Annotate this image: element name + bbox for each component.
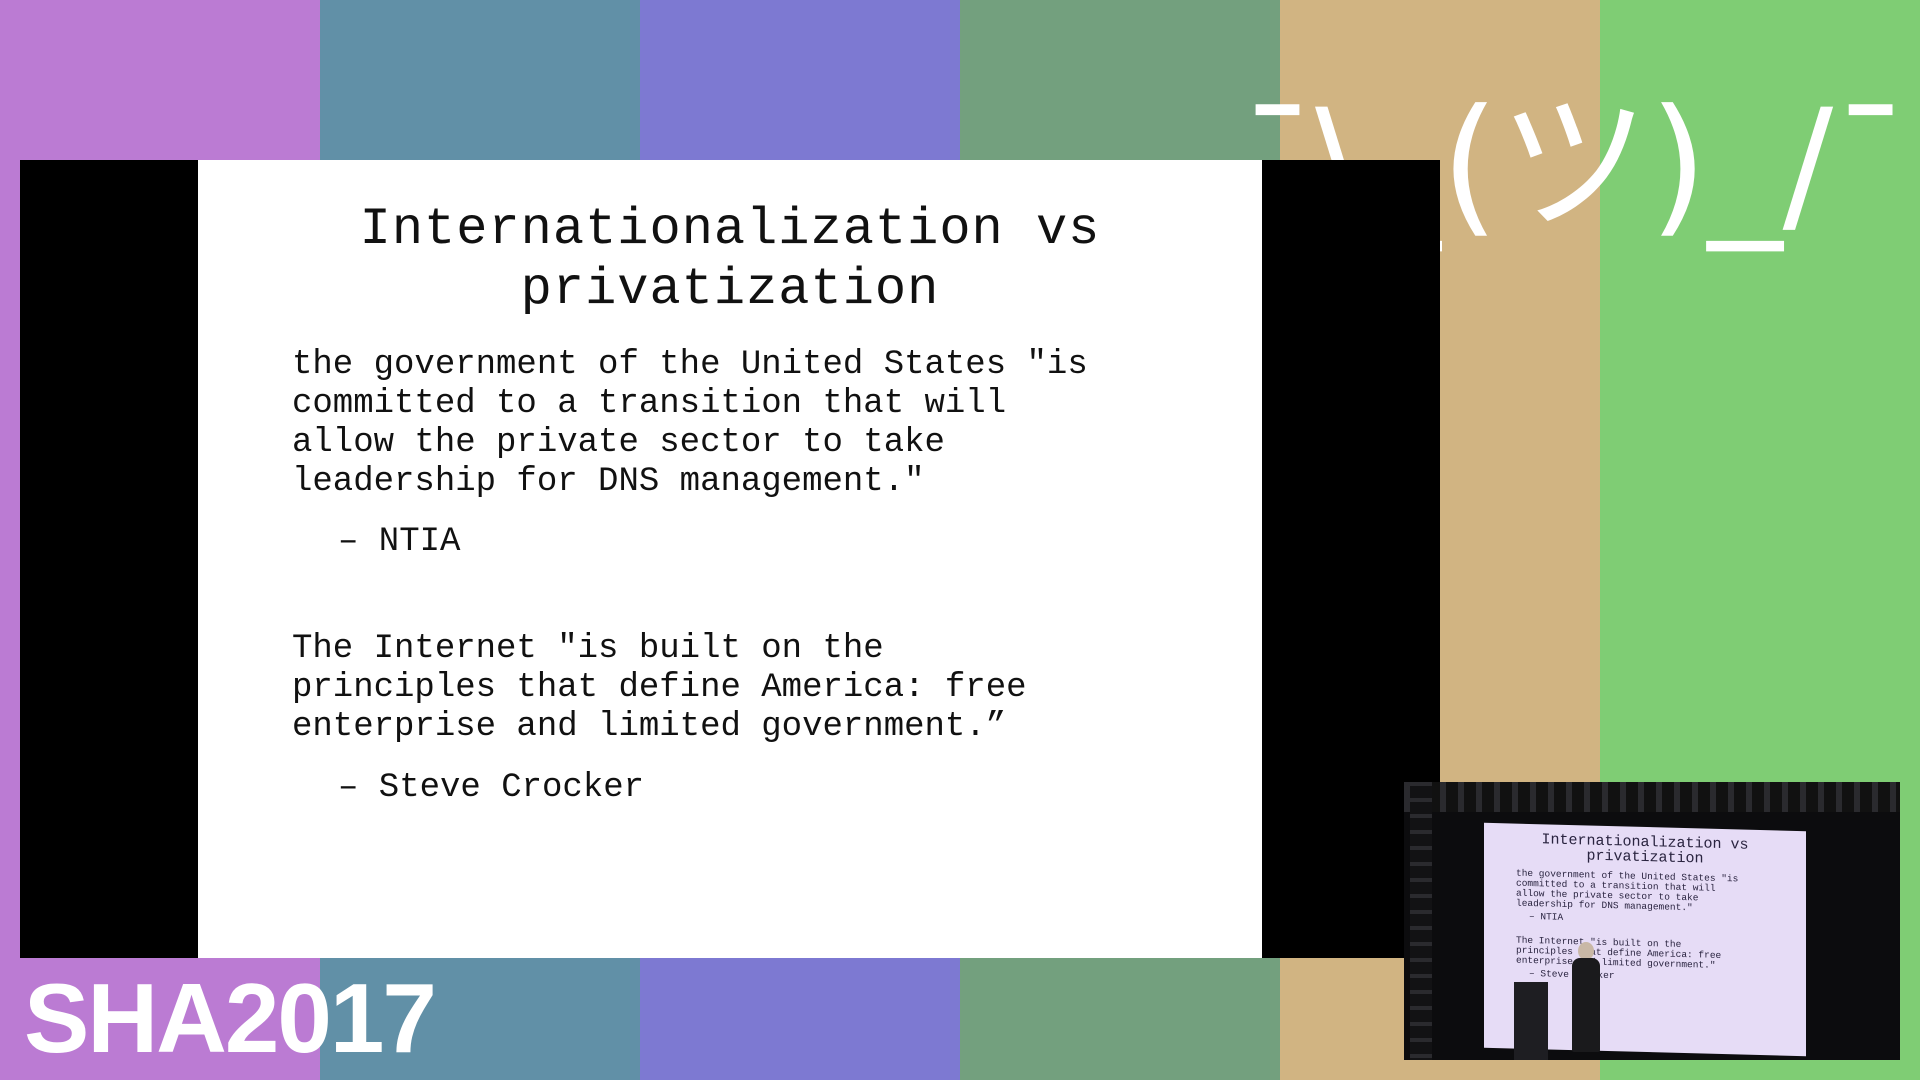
slide-title: Internationalization vs privatization	[359, 200, 1101, 319]
stage-truss-left	[1410, 782, 1432, 1060]
speaker-camera-inset: Internationalization vs privatization th…	[1404, 782, 1900, 1060]
presentation-slide: Internationalization vs privatization th…	[198, 160, 1262, 958]
speaker-figure	[1570, 942, 1600, 1052]
speaker-body	[1572, 958, 1600, 1052]
quote-crocker: The Internet "is built on the principles…	[292, 630, 1027, 746]
event-logo: SHA2017	[24, 963, 437, 1073]
pip-quote-ntia: the government of the United States "is …	[1516, 867, 1739, 914]
lectern	[1514, 982, 1548, 1060]
pip-quote-crocker: The Internet "is built on the principles…	[1516, 934, 1722, 971]
speaker-head	[1578, 942, 1594, 960]
quote-ntia: the government of the United States "is …	[292, 346, 1088, 501]
stage-truss	[1404, 782, 1900, 812]
attribution-crocker: – Steve Crocker	[338, 769, 645, 807]
pip-attribution-ntia: – NTIA	[1529, 910, 1564, 923]
attribution-ntia: – NTIA	[338, 523, 461, 561]
slide-frame: Internationalization vs privatization th…	[20, 160, 1440, 958]
pip-slide-title: Internationalization vs privatization	[1541, 831, 1749, 868]
